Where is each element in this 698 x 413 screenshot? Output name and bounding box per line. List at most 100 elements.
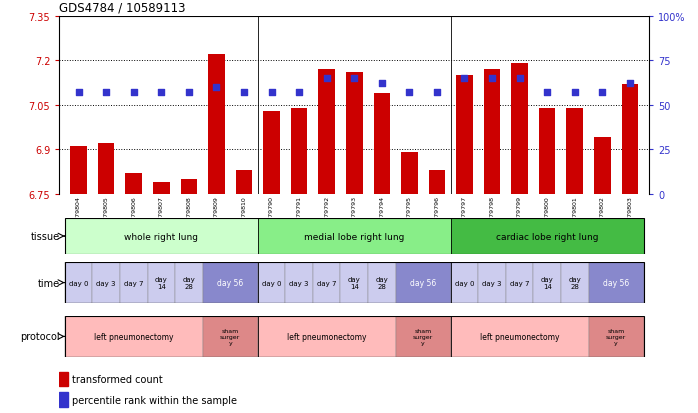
- Point: [184, 90, 195, 96]
- Text: left pneumonectomy: left pneumonectomy: [480, 332, 559, 341]
- Bar: [561, 262, 588, 304]
- Text: day 0: day 0: [262, 280, 281, 286]
- Point: [597, 90, 608, 96]
- Bar: [512, 64, 528, 194]
- Text: whole right lung: whole right lung: [124, 232, 198, 241]
- Point: [624, 81, 635, 87]
- Point: [73, 90, 84, 96]
- Bar: [258, 262, 285, 304]
- Point: [211, 84, 222, 91]
- Bar: [258, 316, 396, 357]
- Text: tissue: tissue: [31, 231, 60, 242]
- Text: day
14: day 14: [348, 276, 361, 290]
- Bar: [456, 76, 473, 194]
- Bar: [202, 262, 258, 304]
- Bar: [478, 262, 506, 304]
- Bar: [65, 219, 258, 254]
- Point: [266, 90, 277, 96]
- Point: [239, 90, 250, 96]
- Bar: [341, 262, 368, 304]
- Point: [569, 90, 580, 96]
- Bar: [567, 108, 583, 194]
- Bar: [373, 93, 390, 194]
- Point: [542, 90, 553, 96]
- Text: protocol: protocol: [20, 332, 60, 342]
- Bar: [506, 262, 533, 304]
- Text: sham
surger
y: sham surger y: [606, 328, 626, 345]
- Bar: [291, 108, 307, 194]
- Text: day
28: day 28: [568, 276, 581, 290]
- Text: percentile rank within the sample: percentile rank within the sample: [71, 395, 237, 405]
- Bar: [401, 153, 417, 194]
- Bar: [153, 182, 170, 194]
- Text: day 3: day 3: [482, 280, 502, 286]
- Text: day 56: day 56: [410, 278, 436, 287]
- Text: sham
surger
y: sham surger y: [220, 328, 240, 345]
- Point: [101, 90, 112, 96]
- Text: day 0: day 0: [69, 280, 89, 286]
- Point: [376, 81, 387, 87]
- Bar: [594, 138, 611, 194]
- Bar: [65, 262, 92, 304]
- Bar: [313, 262, 341, 304]
- Text: day 7: day 7: [124, 280, 144, 286]
- Bar: [396, 262, 451, 304]
- Bar: [588, 262, 644, 304]
- Bar: [202, 316, 258, 357]
- Point: [459, 76, 470, 82]
- Bar: [368, 262, 396, 304]
- Bar: [588, 316, 644, 357]
- Bar: [285, 262, 313, 304]
- Text: transformed count: transformed count: [71, 374, 163, 384]
- Bar: [258, 219, 451, 254]
- Bar: [346, 73, 362, 194]
- Bar: [208, 55, 225, 194]
- Text: day 7: day 7: [317, 280, 336, 286]
- Point: [156, 90, 167, 96]
- Bar: [65, 316, 202, 357]
- Text: left pneumonectomy: left pneumonectomy: [94, 332, 174, 341]
- Bar: [181, 179, 197, 194]
- Bar: [236, 171, 252, 194]
- Text: GDS4784 / 10589113: GDS4784 / 10589113: [59, 1, 186, 14]
- Bar: [484, 70, 500, 194]
- Bar: [175, 262, 202, 304]
- Point: [294, 90, 305, 96]
- Bar: [451, 262, 478, 304]
- Text: day 0: day 0: [454, 280, 474, 286]
- Text: day 56: day 56: [217, 278, 244, 287]
- Bar: [126, 173, 142, 194]
- Point: [487, 76, 498, 82]
- Point: [431, 90, 443, 96]
- Text: day
14: day 14: [541, 276, 554, 290]
- Bar: [98, 144, 114, 194]
- Bar: [451, 316, 588, 357]
- Text: day 56: day 56: [603, 278, 629, 287]
- Text: day 3: day 3: [96, 280, 116, 286]
- Text: medial lobe right lung: medial lobe right lung: [304, 232, 404, 241]
- Bar: [263, 111, 280, 194]
- Bar: [429, 171, 445, 194]
- Point: [348, 76, 359, 82]
- Text: sham
surger
y: sham surger y: [413, 328, 433, 345]
- Bar: [533, 262, 561, 304]
- Point: [128, 90, 140, 96]
- Text: day
28: day 28: [182, 276, 195, 290]
- Bar: [92, 262, 120, 304]
- Text: left pneumonectomy: left pneumonectomy: [287, 332, 366, 341]
- Bar: [59, 372, 68, 386]
- Bar: [451, 219, 644, 254]
- Text: cardiac lobe right lung: cardiac lobe right lung: [496, 232, 598, 241]
- Text: day
28: day 28: [376, 276, 388, 290]
- Text: time: time: [38, 278, 60, 288]
- Bar: [396, 316, 451, 357]
- Point: [321, 76, 332, 82]
- Text: day 7: day 7: [510, 280, 529, 286]
- Text: day 3: day 3: [290, 280, 309, 286]
- Bar: [120, 262, 147, 304]
- Text: day
14: day 14: [155, 276, 168, 290]
- Bar: [318, 70, 335, 194]
- Point: [403, 90, 415, 96]
- Bar: [539, 108, 556, 194]
- Bar: [147, 262, 175, 304]
